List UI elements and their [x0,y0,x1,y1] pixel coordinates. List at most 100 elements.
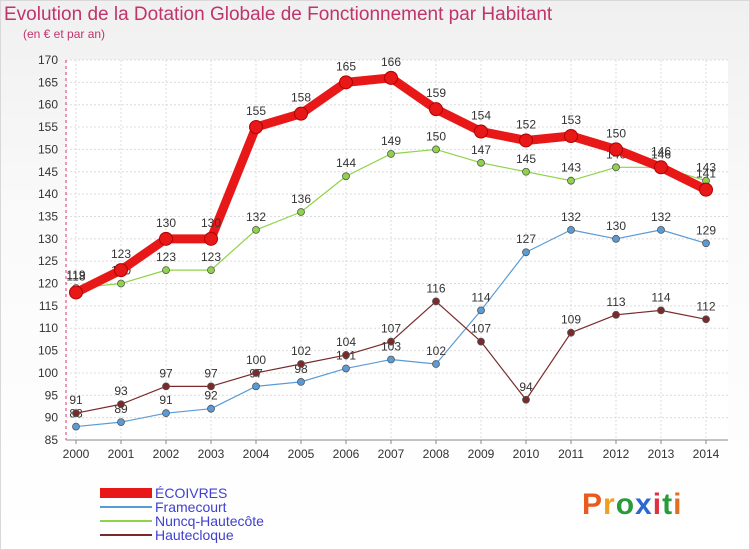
data-point-nuncq-hautec-te [477,158,485,167]
data-point-framecourt [342,364,350,373]
data-point-framecourt [72,422,80,431]
data-label-hautecloque: 107 [471,322,491,336]
data-point-nuncq-hautec-te [612,163,620,172]
data-label-coivres: 165 [336,59,356,73]
x-tick-label: 2013 [648,447,675,461]
data-point-coivres [519,133,533,148]
x-tick-label: 2011 [558,447,584,461]
y-tick-label: 140 [38,187,58,201]
data-point-hautecloque [72,409,80,418]
data-point-nuncq-hautec-te [207,266,215,275]
data-label-framecourt: 129 [696,223,716,237]
x-tick-label: 2006 [333,447,360,461]
data-label-framecourt: 130 [606,219,626,233]
data-label-hautecloque: 114 [651,290,670,304]
data-point-coivres [699,182,713,197]
data-point-hautecloque [387,337,395,346]
data-point-framecourt [297,377,305,386]
data-label-hautecloque: 104 [336,335,356,349]
data-label-coivres: 150 [606,126,626,140]
legend-swatch-nuncq-hautecote [100,520,152,522]
data-label-hautecloque: 116 [426,281,445,295]
data-point-framecourt [477,306,485,315]
data-point-hautecloque [342,351,350,359]
data-label-nuncq-hautec-te: 143 [696,161,716,175]
legend-label-ecoivres: ÉCOIVRES [155,485,228,501]
data-label-framecourt: 132 [651,210,671,224]
y-tick-label: 100 [38,366,58,380]
data-point-nuncq-hautec-te [342,172,350,181]
data-label-hautecloque: 112 [696,299,715,313]
legend-label-nuncq-hautecote: Nuncq-Hautecôte [155,513,264,529]
data-label-coivres: 154 [471,109,491,123]
data-label-nuncq-hautec-te: 119 [66,268,85,282]
data-label-nuncq-hautec-te: 147 [471,143,491,157]
data-point-coivres [159,231,173,246]
data-label-hautecloque: 107 [381,322,401,336]
data-label-framecourt: 114 [471,290,490,304]
logo-letter: o [615,488,636,521]
y-tick-label: 155 [38,120,58,134]
y-tick-label: 95 [45,388,59,402]
data-point-hautecloque [162,382,170,391]
legend-label-framecourt: Framecourt [155,499,227,515]
logo-letter: t [662,488,674,521]
data-label-framecourt: 92 [204,389,218,403]
x-tick-label: 2014 [693,447,720,461]
data-point-framecourt [387,355,395,364]
y-tick-label: 165 [38,75,58,89]
data-point-nuncq-hautec-te [162,266,170,275]
data-point-framecourt [657,225,665,234]
data-label-framecourt: 127 [516,232,536,246]
data-label-coivres: 141 [696,167,716,181]
data-label-hautecloque: 109 [561,313,581,327]
x-tick-label: 2005 [288,447,315,461]
y-tick-label: 110 [39,321,58,335]
data-point-nuncq-hautec-te [297,208,305,216]
data-point-hautecloque [477,337,485,346]
chart-title: Evolution de la Dotation Globale de Fonc… [4,4,553,25]
data-label-coivres: 153 [561,113,581,127]
data-point-nuncq-hautec-te [432,145,440,154]
data-label-nuncq-hautec-te: 123 [156,250,176,264]
y-tick-label: 145 [38,165,58,179]
data-point-hautecloque [567,328,575,337]
data-label-coivres: 159 [426,86,446,100]
data-label-coivres: 146 [651,144,671,158]
data-point-nuncq-hautec-te [252,225,260,234]
y-tick-label: 170 [38,53,58,67]
y-tick-label: 115 [39,299,58,313]
x-tick-label: 2001 [108,447,135,461]
data-point-coivres [69,285,83,300]
logo-letter: P [582,488,604,521]
x-tick-label: 2002 [153,447,180,461]
data-label-hautecloque: 91 [69,393,83,407]
data-label-coivres: 130 [156,216,176,230]
data-point-hautecloque [612,310,620,319]
y-tick-label: 160 [38,98,58,112]
data-label-coivres: 166 [381,55,401,69]
logo-letter: r [603,488,616,521]
y-tick-label: 85 [45,433,59,447]
data-label-hautecloque: 97 [204,366,218,380]
data-point-framecourt [117,418,125,427]
data-label-nuncq-hautec-te: 132 [246,210,266,224]
data-point-framecourt [207,404,215,413]
data-point-nuncq-hautec-te [387,149,395,158]
data-point-framecourt [522,248,530,257]
data-point-coivres [114,263,128,278]
data-point-hautecloque [117,400,125,409]
data-point-coivres [609,142,623,157]
data-label-nuncq-hautec-te: 149 [381,134,401,148]
data-point-nuncq-hautec-te [567,176,575,185]
data-label-nuncq-hautec-te: 143 [561,161,581,175]
data-label-nuncq-hautec-te: 150 [426,129,446,143]
legend-swatch-framecourt [100,506,152,508]
data-label-hautecloque: 93 [114,384,128,398]
data-label-hautecloque: 113 [606,295,625,309]
data-point-hautecloque [702,315,710,324]
data-point-hautecloque [522,395,530,404]
data-label-nuncq-hautec-te: 144 [336,156,356,170]
plot-area [66,60,728,440]
data-point-nuncq-hautec-te [117,279,125,288]
